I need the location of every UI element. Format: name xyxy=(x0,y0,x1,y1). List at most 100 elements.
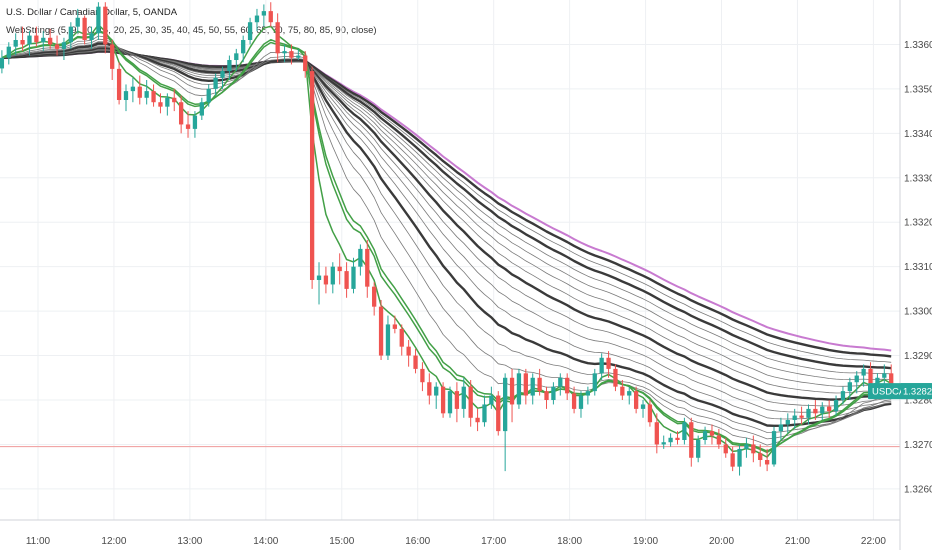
y-tick-label: 1.32700 xyxy=(904,440,932,451)
badge-price: 1.32820 xyxy=(903,387,932,398)
ema-line-55 xyxy=(1,48,892,394)
candle-body xyxy=(227,60,232,72)
y-tick-label: 1.33300 xyxy=(904,173,932,184)
candle-body xyxy=(640,404,646,409)
candle-body xyxy=(682,422,687,440)
candle-body xyxy=(709,431,715,436)
grid-lines xyxy=(0,0,900,520)
candle-body xyxy=(847,382,852,392)
candle-body xyxy=(840,391,846,400)
ema-line-40 xyxy=(1,45,892,413)
candle-body xyxy=(606,357,611,369)
candle-body xyxy=(206,88,211,103)
ema-line-25 xyxy=(1,41,892,433)
y-tick-label: 1.33400 xyxy=(904,129,932,140)
ema-line-10 xyxy=(1,30,892,452)
candle-body xyxy=(344,271,349,289)
candle-body xyxy=(702,431,708,440)
candle-body xyxy=(192,115,198,129)
candle-body xyxy=(399,328,404,347)
ema-line-75 xyxy=(1,49,892,370)
candle-body xyxy=(737,448,742,467)
candle-body xyxy=(523,373,528,396)
candle-body xyxy=(758,453,763,460)
x-tick-label: 22:00 xyxy=(861,536,886,547)
candle-body xyxy=(537,377,542,392)
candle-body xyxy=(27,35,32,45)
x-tick-label: 19:00 xyxy=(633,536,658,547)
y-tick-label: 1.33200 xyxy=(904,218,932,229)
candle-body xyxy=(385,324,391,356)
candle-body xyxy=(482,404,487,423)
ema-line-70 xyxy=(1,49,892,375)
candle-body xyxy=(647,404,653,423)
x-tick-label: 15:00 xyxy=(329,536,354,547)
candle-body xyxy=(861,368,866,376)
x-tick-label: 14:00 xyxy=(253,536,278,547)
candle-body xyxy=(613,368,618,387)
candle-body xyxy=(854,375,859,383)
ema-line-60 xyxy=(1,48,892,387)
candle-body xyxy=(461,386,466,409)
candle-body xyxy=(833,400,839,412)
candle-body xyxy=(48,37,53,45)
candle-body xyxy=(289,51,294,58)
ema-line-35 xyxy=(1,44,892,420)
candle-body xyxy=(496,395,501,432)
candle-body xyxy=(778,424,784,432)
candle-body xyxy=(54,44,60,49)
x-tick-label: 20:00 xyxy=(709,536,734,547)
candle-body xyxy=(744,444,749,449)
candle-body xyxy=(454,391,460,409)
ema-ribbon xyxy=(1,24,892,458)
candle-body xyxy=(185,124,191,129)
candle-body xyxy=(427,382,432,396)
ema-line-9 xyxy=(1,29,892,454)
candle-body xyxy=(116,68,122,100)
candle-body xyxy=(151,91,156,103)
candle-body xyxy=(592,373,597,392)
candle-body xyxy=(220,71,225,78)
candle-body xyxy=(96,6,101,34)
candle-body xyxy=(34,35,39,43)
candle-body xyxy=(303,55,308,72)
x-tick-label: 16:00 xyxy=(405,536,430,547)
candle-body xyxy=(806,408,811,418)
candle-body xyxy=(137,86,142,98)
candle-body xyxy=(530,377,535,396)
candle-body xyxy=(316,275,322,280)
candle-body xyxy=(716,435,722,445)
candle-body xyxy=(309,71,315,280)
candle-body xyxy=(661,442,666,445)
candle-body xyxy=(110,44,115,69)
candle-body xyxy=(337,266,342,272)
candle-body xyxy=(799,415,804,418)
candle-body xyxy=(889,373,894,392)
y-tick-label: 1.33000 xyxy=(904,307,932,318)
candle-body xyxy=(696,440,701,458)
y-tick-label: 1.32800 xyxy=(904,396,932,407)
candle-body xyxy=(282,51,287,54)
candle-body xyxy=(551,386,556,400)
candle-body xyxy=(420,368,425,383)
ema-line-80 xyxy=(1,50,892,363)
candle-body xyxy=(75,17,80,27)
candle-body xyxy=(516,373,522,405)
candle-body xyxy=(144,91,149,98)
candle-body xyxy=(247,22,253,40)
candle-body xyxy=(730,453,735,467)
candle-body xyxy=(654,422,659,445)
x-tick-label: 11:00 xyxy=(26,536,51,547)
candle-body xyxy=(406,346,411,356)
ema-line-45 xyxy=(1,46,892,407)
candle-body xyxy=(882,373,887,378)
x-tick-label: 18:00 xyxy=(557,536,582,547)
x-tick-label: 17:00 xyxy=(481,536,506,547)
candle-body xyxy=(392,324,397,329)
ema-line-5 xyxy=(1,24,892,458)
candle-body xyxy=(771,431,777,465)
candle-body xyxy=(372,286,377,307)
candle-body xyxy=(89,33,94,40)
